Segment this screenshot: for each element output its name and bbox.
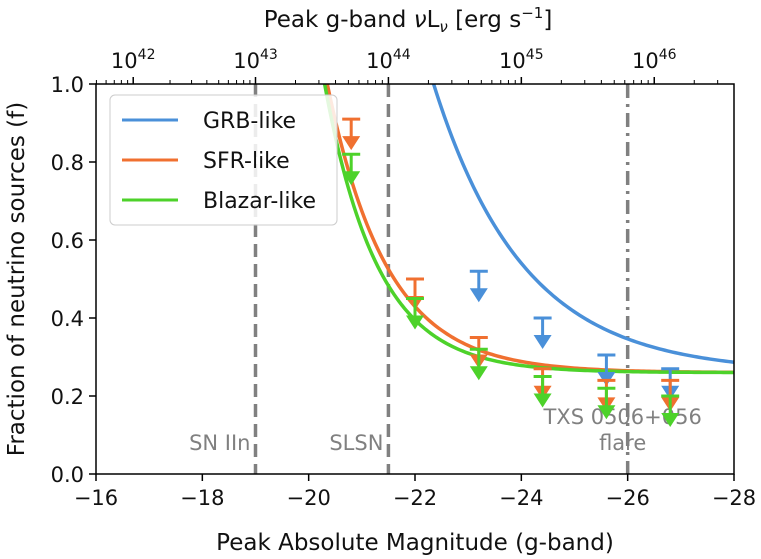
- x-tick-label: −26: [606, 486, 650, 510]
- curve-grb-like: [431, 84, 734, 364]
- upper-limit-blazar-like: [406, 297, 424, 330]
- model-curves: [322, 84, 734, 375]
- reference-label: flare: [599, 431, 646, 455]
- x-tick-label: −18: [180, 486, 224, 510]
- reference-label: SN IIn: [189, 431, 250, 455]
- y-axis-ticks: 0.0 0.2 0.4 0.6 0.8 1.0: [51, 73, 96, 487]
- y-tick-label: 1.0: [51, 73, 84, 97]
- y-tick-label: 0.0: [51, 463, 84, 487]
- legend-label-blazar: Blazar-like: [203, 189, 316, 214]
- reference-label: SLSN: [329, 431, 383, 455]
- y-axis-label: Fraction of neutrino sources (f): [4, 102, 30, 456]
- upper-limit-sfr-like: [342, 117, 361, 151]
- x-tick-label: −16: [74, 486, 118, 510]
- x-axis-label: Peak Absolute Magnitude (g-band): [216, 530, 614, 556]
- y-tick-label: 0.2: [51, 385, 84, 409]
- y-tick-label: 0.8: [51, 151, 84, 175]
- top-tick-label: 1043: [233, 47, 278, 73]
- x-tick-label: −22: [393, 486, 437, 510]
- top-tick-label: 1042: [111, 47, 156, 73]
- x-axis-ticks: −16 −18 −20 −22 −24 −26 −28: [74, 474, 756, 510]
- y-tick-label: 0.6: [51, 229, 84, 253]
- top-axis-ticks: 1042 1043 1044 1045 1046: [95, 47, 719, 84]
- curve-blazar-like: [322, 84, 734, 375]
- legend-label-grb: GRB-like: [203, 109, 296, 134]
- upper-limit-blazar-like: [533, 375, 552, 408]
- upper-limit-grb-like: [469, 269, 488, 303]
- top-tick-label: 1044: [366, 47, 411, 73]
- legend-box: [109, 94, 338, 226]
- upper-limit-blazar-like: [661, 394, 680, 427]
- top-axis-label: Peak g-band νLν [erg s−1]: [264, 4, 553, 36]
- x-tick-label: −24: [499, 486, 543, 510]
- top-tick-label: 1045: [499, 47, 544, 73]
- legend-label-sfr: SFR-like: [203, 149, 290, 174]
- upper-limit-arrows: [342, 117, 680, 427]
- reference-label: TXS 0506+056: [542, 405, 701, 429]
- upper-limit-blazar-like: [342, 152, 361, 186]
- y-tick-label: 0.4: [51, 307, 84, 331]
- x-tick-label: −28: [712, 486, 756, 510]
- upper-limit-blazar-like: [469, 347, 488, 381]
- legend: GRB-like SFR-like Blazar-like: [109, 94, 338, 226]
- upper-limit-blazar-like: [597, 386, 616, 420]
- top-tick-label: 1046: [632, 47, 677, 73]
- upper-limit-grb-like: [533, 316, 552, 349]
- x-tick-label: −20: [287, 486, 331, 510]
